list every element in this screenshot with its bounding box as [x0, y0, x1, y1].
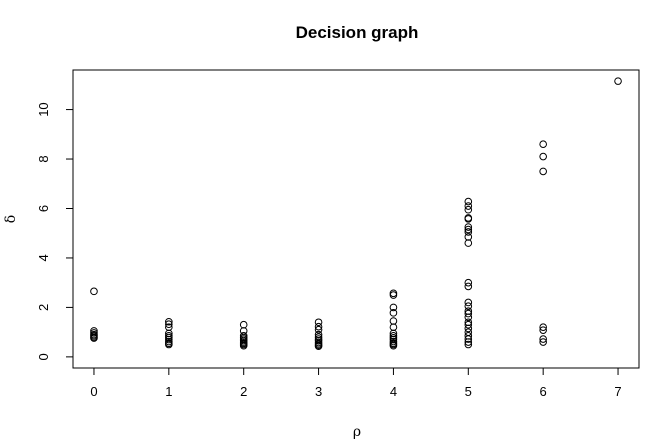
- data-point: [90, 334, 98, 342]
- y-tick-label: 2: [36, 304, 51, 311]
- x-tick-label: 2: [240, 384, 247, 399]
- data-point: [464, 335, 473, 343]
- y-tick-label: 0: [36, 353, 51, 360]
- x-tick-label: 1: [165, 384, 172, 399]
- data-point: [464, 225, 473, 234]
- x-tick-label: 6: [540, 384, 547, 399]
- data-point: [464, 302, 473, 310]
- x-axis-label: ρ: [353, 424, 361, 440]
- data-point: [464, 233, 473, 241]
- data-point: [464, 205, 473, 214]
- x-tick-label: 4: [390, 384, 397, 399]
- data-point: [464, 215, 473, 223]
- y-axis-label: δ: [3, 215, 19, 223]
- data-point: [464, 320, 473, 329]
- data-point: [314, 318, 323, 327]
- data-point: [539, 323, 547, 331]
- data-point: [90, 287, 98, 296]
- scatter-points: [90, 77, 622, 351]
- data-point: [165, 317, 173, 326]
- data-point: [165, 335, 173, 344]
- data-point: [389, 317, 398, 325]
- data-point: [464, 239, 473, 247]
- data-point: [464, 340, 473, 349]
- data-point: [389, 323, 398, 331]
- data-point: [539, 140, 547, 148]
- data-point: [464, 223, 473, 231]
- data-point: [539, 152, 547, 161]
- data-point: [165, 340, 173, 349]
- data-point: [539, 335, 547, 343]
- x-tick-label: 0: [90, 384, 97, 399]
- data-point: [314, 325, 323, 334]
- data-point: [464, 313, 473, 322]
- x-tick-label: 3: [315, 384, 322, 399]
- data-point: [539, 167, 547, 176]
- data-point: [165, 320, 173, 329]
- data-point: [239, 320, 248, 329]
- data-point: [464, 278, 473, 287]
- chart-title: Decision graph: [296, 23, 419, 42]
- data-point: [539, 326, 547, 334]
- plot-frame: [72, 69, 640, 369]
- data-point: [389, 341, 398, 350]
- data-point: [314, 322, 323, 331]
- x-tick-label: 5: [465, 384, 472, 399]
- y-axis: 0 2 4 6 8 10: [36, 102, 73, 360]
- data-point: [464, 338, 473, 346]
- data-point: [464, 197, 473, 206]
- data-point: [614, 77, 622, 85]
- data-point: [464, 202, 473, 210]
- x-tick-label: 7: [614, 384, 621, 399]
- data-point: [464, 309, 473, 318]
- data-point: [239, 341, 248, 350]
- data-point: [464, 298, 473, 307]
- data-point: [314, 342, 323, 351]
- y-tick-label: 6: [36, 205, 51, 212]
- data-point: [389, 309, 398, 317]
- data-point: [464, 282, 473, 291]
- data-point: [389, 303, 398, 312]
- data-point: [464, 228, 473, 236]
- y-tick-label: 4: [36, 254, 51, 261]
- data-point: [539, 338, 547, 346]
- y-tick-label: 10: [36, 102, 51, 116]
- y-tick-label: 8: [36, 155, 51, 162]
- data-point: [389, 332, 398, 340]
- x-axis: 0 1 2 3 4 5 6 7: [90, 368, 622, 399]
- data-point: [464, 324, 473, 333]
- data-point: [389, 291, 398, 299]
